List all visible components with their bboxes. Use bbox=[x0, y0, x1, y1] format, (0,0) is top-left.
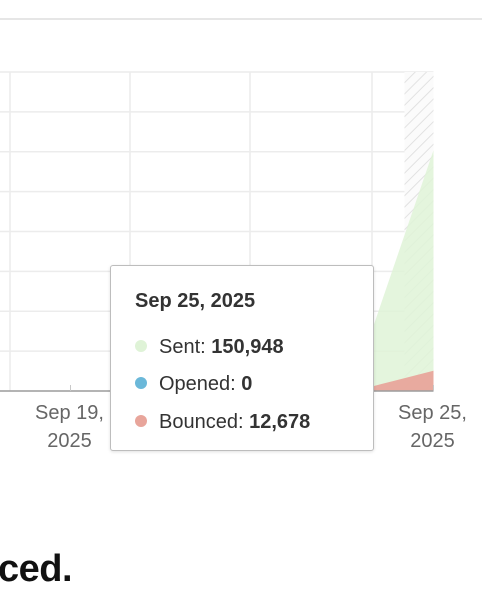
chart-areas bbox=[70, 150, 434, 391]
tooltip-row-opened: Opened: 0 bbox=[135, 373, 252, 396]
top-divider bbox=[0, 18, 482, 20]
bounced-legend-dot bbox=[135, 415, 147, 427]
x-tick-label: 2025 bbox=[47, 430, 92, 452]
tooltip-bounced-label: Bounced: bbox=[159, 411, 250, 433]
footer-heading-fragment: ced. bbox=[0, 548, 73, 590]
area-sent bbox=[70, 150, 434, 391]
x-axis-ticks: Sep 19, 2025 Sep 25, 2025 bbox=[35, 385, 467, 452]
tooltip-bounced-value: 12,678 bbox=[249, 411, 311, 433]
chart-tooltip: Sep 25, 2025 Sent: 150,948 Opened: 0 Bou… bbox=[110, 265, 374, 451]
tooltip-sent-value: 150,948 bbox=[211, 336, 284, 358]
tooltip-row-sent: Sent: 150,948 bbox=[135, 336, 284, 359]
area-bounced bbox=[70, 370, 434, 391]
x-tick-label: Sep 25, bbox=[398, 402, 467, 424]
sent-legend-dot bbox=[135, 340, 147, 352]
x-tick-label: 2025 bbox=[410, 430, 455, 452]
tooltip-date: Sep 25, 2025 bbox=[135, 290, 256, 312]
tooltip-sent-label: Sent: bbox=[159, 336, 212, 358]
opened-legend-dot bbox=[135, 377, 147, 389]
tooltip-row-bounced: Bounced: 12,678 bbox=[135, 411, 310, 434]
tooltip-opened-label: Opened: bbox=[159, 373, 242, 395]
tooltip-opened-value: 0 bbox=[241, 373, 253, 395]
x-tick-label: Sep 19, bbox=[35, 402, 104, 424]
